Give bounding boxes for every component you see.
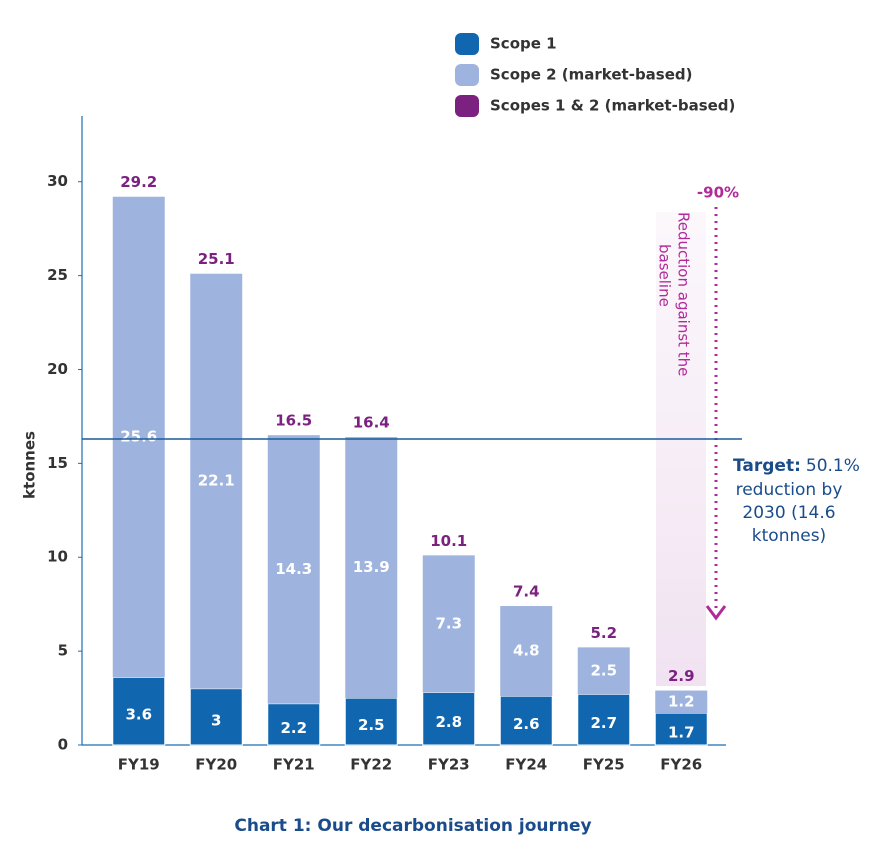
bar-segment bbox=[500, 606, 553, 697]
y-tick-label: 25 bbox=[47, 266, 68, 284]
x-tick-label: FY26 bbox=[660, 756, 702, 774]
data-label: 13.9 bbox=[353, 558, 390, 576]
bar-segment bbox=[190, 273, 243, 689]
data-label: 2.2 bbox=[280, 719, 307, 737]
data-label: 2.7 bbox=[590, 714, 617, 732]
bar-segment bbox=[499, 695, 553, 746]
data-label: 2.5 bbox=[590, 661, 617, 679]
data-label: 4.8 bbox=[513, 642, 540, 660]
total-label: 16.5 bbox=[275, 412, 312, 430]
arrow-head bbox=[705, 605, 727, 621]
data-label: 2.8 bbox=[435, 713, 462, 731]
data-label: 2.6 bbox=[513, 715, 540, 733]
target-label: Target: bbox=[733, 456, 801, 476]
bar-segment bbox=[655, 690, 708, 714]
data-label: 1.2 bbox=[668, 692, 695, 710]
data-label: 3.6 bbox=[125, 706, 152, 724]
reduction-text: Reduction against the bbox=[675, 212, 693, 376]
x-tick-label: FY22 bbox=[350, 756, 392, 774]
x-tick-label: FY20 bbox=[195, 756, 237, 774]
legend-label: Scope 2 (market-based) bbox=[490, 66, 693, 84]
bar-segment bbox=[267, 703, 321, 746]
data-label: 2.5 bbox=[358, 716, 385, 734]
target-text: 2030 (14.6 bbox=[742, 503, 835, 523]
chart-title: Chart 1: Our decarbonisation journey bbox=[234, 816, 591, 836]
target-text: reduction by bbox=[736, 480, 843, 500]
bar-segment bbox=[422, 555, 475, 693]
y-tick-label: 30 bbox=[47, 172, 68, 190]
legend-label: Scope 1 bbox=[490, 35, 557, 53]
reduction-text: baseline bbox=[656, 244, 674, 307]
bar-segment bbox=[422, 691, 476, 746]
target-text: 50.1% bbox=[806, 456, 860, 476]
x-tick-label: FY21 bbox=[273, 756, 315, 774]
data-label: 14.3 bbox=[275, 560, 312, 578]
legend-swatch bbox=[455, 64, 479, 86]
total-label: 10.1 bbox=[430, 532, 467, 550]
bar-segment bbox=[112, 676, 166, 746]
total-label: 7.4 bbox=[513, 583, 540, 601]
target-text: ktonnes) bbox=[752, 526, 826, 546]
data-label: 1.7 bbox=[668, 724, 695, 742]
total-label: 29.2 bbox=[120, 173, 157, 191]
bar-segment bbox=[267, 435, 320, 704]
reduction-band bbox=[656, 212, 706, 686]
bar-segment bbox=[189, 688, 243, 746]
total-label: 16.4 bbox=[353, 414, 390, 432]
bar-segment bbox=[577, 693, 631, 746]
x-tick-label: FY19 bbox=[118, 756, 160, 774]
y-tick-label: 0 bbox=[58, 736, 68, 754]
total-label: 5.2 bbox=[590, 624, 617, 642]
y-tick-label: 20 bbox=[47, 360, 68, 378]
bar-segment bbox=[345, 437, 398, 699]
data-label: 25.6 bbox=[120, 428, 157, 446]
legend-label: Scopes 1 & 2 (market-based) bbox=[490, 97, 735, 115]
bar-segment bbox=[112, 196, 165, 678]
data-label: 22.1 bbox=[198, 472, 235, 490]
x-tick-label: FY24 bbox=[505, 756, 547, 774]
y-tick-label: 15 bbox=[47, 454, 68, 472]
y-tick-label: 5 bbox=[58, 642, 68, 660]
reduction-label: -90% bbox=[697, 184, 739, 202]
y-axis-label: ktonnes bbox=[21, 431, 39, 499]
legend-swatch bbox=[455, 33, 479, 55]
data-label: 7.3 bbox=[435, 614, 462, 632]
data-label: 3 bbox=[211, 711, 221, 729]
legend-swatch bbox=[455, 95, 479, 117]
y-tick-label: 10 bbox=[47, 548, 68, 566]
bar-segment bbox=[577, 647, 630, 695]
total-label: 2.9 bbox=[668, 667, 695, 685]
x-tick-label: FY25 bbox=[583, 756, 625, 774]
total-label: 25.1 bbox=[198, 250, 235, 268]
x-tick-label: FY23 bbox=[428, 756, 470, 774]
